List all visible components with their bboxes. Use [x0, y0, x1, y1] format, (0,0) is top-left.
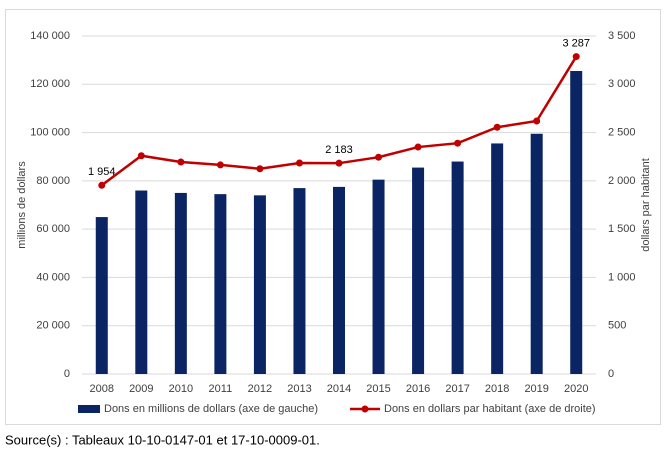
x-tick-label: 2014: [327, 383, 351, 395]
legend-swatch: [361, 405, 369, 413]
y2-axis-title: dollars par habitant: [640, 158, 652, 252]
line-marker: [533, 117, 541, 125]
x-tick-label: 2015: [366, 383, 390, 395]
bar: [253, 195, 266, 374]
x-tick-label: 2009: [129, 383, 153, 395]
bar: [412, 167, 425, 374]
x-tick-label: 2013: [287, 383, 311, 395]
y2-tick-label: 500: [608, 320, 626, 332]
bar: [135, 190, 148, 374]
line-marker: [98, 181, 106, 189]
line-marker: [137, 152, 145, 160]
y2-tick-label: 3 500: [608, 30, 636, 42]
bar: [214, 194, 227, 374]
line-marker: [177, 158, 185, 166]
bar: [333, 186, 345, 374]
x-tick-label: 2020: [564, 383, 588, 395]
y-tick-label: 0: [64, 368, 70, 380]
y2-tick-label: 1 500: [608, 223, 636, 235]
source-note: Source(s) : Tableaux 10-10-0147-01 et 17…: [5, 432, 320, 447]
line-marker: [295, 159, 303, 167]
x-tick-label: 2016: [406, 383, 430, 395]
y-tick-label: 80 000: [36, 175, 70, 187]
bar: [451, 161, 464, 374]
data-label: 3 287: [562, 37, 590, 49]
y-tick-label: 40 000: [36, 271, 70, 283]
line-marker: [493, 123, 501, 131]
y-tick-label: 140 000: [30, 30, 70, 42]
bar: [95, 217, 108, 374]
line-marker: [572, 53, 580, 61]
line-marker: [414, 143, 422, 151]
y-tick-label: 20 000: [36, 320, 70, 332]
y2-tick-label: 3 000: [608, 78, 636, 90]
line-marker: [375, 153, 383, 161]
line-marker: [256, 165, 264, 173]
x-tick-label: 2018: [485, 383, 509, 395]
bar: [530, 133, 543, 374]
line-marker: [216, 161, 224, 169]
y2-tick-label: 1 000: [608, 271, 636, 283]
x-tick-label: 2019: [524, 383, 548, 395]
x-tick-label: 2017: [445, 383, 469, 395]
line-marker: [335, 159, 343, 167]
x-tick-label: 2012: [248, 383, 272, 395]
legend-label: Dons en millions de dollars (axe de gauc…: [104, 403, 318, 415]
data-label: 1 954: [88, 166, 116, 178]
bar: [293, 188, 306, 374]
y-tick-label: 120 000: [30, 78, 70, 90]
data-label: 2 183: [325, 144, 353, 156]
bar: [491, 143, 504, 374]
bar: [174, 192, 187, 374]
x-tick-label: 2008: [90, 383, 114, 395]
y2-tick-label: 0: [608, 368, 614, 380]
y-axis-title: millions de dollars: [16, 161, 28, 249]
x-tick-label: 2010: [169, 383, 193, 395]
line-marker: [454, 139, 462, 147]
y2-tick-label: 2 500: [608, 126, 636, 138]
legend-label: Dons en dollars par habitant (axe de dro…: [384, 403, 596, 415]
y2-tick-label: 2 000: [608, 175, 636, 187]
legend-swatch: [78, 405, 100, 413]
bar: [372, 179, 385, 374]
x-tick-label: 2011: [209, 383, 233, 395]
bar: [570, 71, 583, 374]
y-tick-label: 60 000: [36, 223, 70, 235]
y-tick-label: 100 000: [30, 126, 70, 138]
